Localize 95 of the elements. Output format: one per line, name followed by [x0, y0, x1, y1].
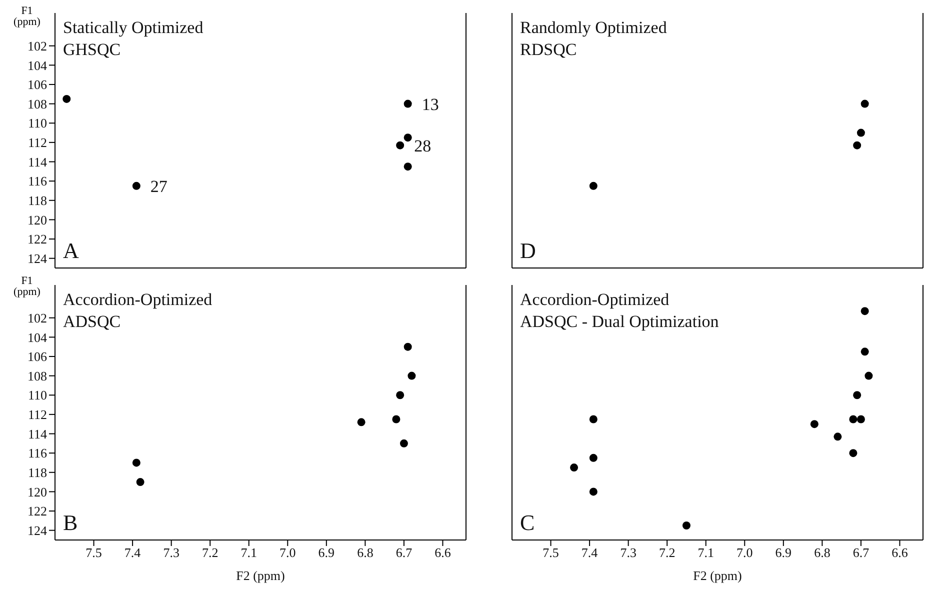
chart-title: Randomly Optimized — [520, 17, 667, 39]
x-tick-label: 6.7 — [852, 545, 870, 560]
point — [136, 478, 144, 486]
point — [860, 100, 869, 108]
y-tick-label: 102 — [28, 38, 47, 54]
x-tick-label: 6.9 — [318, 545, 335, 560]
y-tick-label: 106 — [28, 77, 48, 92]
x-tick-label: 7.3 — [163, 545, 180, 560]
y-tick-label: 104 — [28, 58, 48, 73]
x-tick-label: 6.6 — [892, 545, 908, 560]
point — [396, 141, 404, 150]
y-axis-title: F1 (ppm) — [12, 275, 42, 298]
y-tick-label: 108 — [28, 96, 47, 112]
point — [404, 100, 412, 108]
point — [400, 439, 408, 448]
point — [396, 391, 404, 400]
point — [853, 141, 862, 150]
y-tick-label: 112 — [28, 135, 47, 150]
point — [856, 415, 865, 424]
y-tick-label: 118 — [28, 465, 47, 480]
point — [408, 372, 416, 380]
point — [682, 522, 690, 530]
x-tick-label: 7.1 — [698, 545, 714, 560]
point — [357, 418, 366, 426]
annotation: 27 — [150, 176, 168, 196]
y-tick-label: 116 — [28, 446, 48, 461]
x-tick-label: 7.4 — [581, 545, 598, 560]
x-tick-label: 6.9 — [775, 545, 792, 560]
point — [864, 372, 873, 380]
annotation: D — [520, 238, 536, 264]
x-tick-label: 7.0 — [736, 545, 753, 560]
point — [853, 391, 862, 400]
y-tick-label: 106 — [28, 349, 48, 364]
x-tick-label: 6.8 — [814, 545, 830, 560]
text: GHSQC — [63, 39, 122, 61]
x-tick-label: 7.5 — [542, 545, 559, 560]
x-axis-title: F2 (ppm) — [692, 568, 743, 584]
point — [404, 342, 412, 351]
y-tick-label: 122 — [28, 232, 47, 247]
y-tick-label: 122 — [28, 504, 47, 519]
annotation: 13 — [422, 94, 439, 114]
y-tick-label: 120 — [28, 484, 47, 500]
x-tick-label: 6.6 — [434, 545, 452, 560]
y-tick-label: 108 — [28, 368, 47, 384]
point — [860, 348, 869, 356]
annotation: B — [63, 510, 78, 536]
point — [589, 182, 598, 190]
y-tick-label: 110 — [28, 388, 47, 403]
y-tick-label: 116 — [28, 174, 48, 189]
point — [62, 94, 71, 103]
x-tick-label: 7.2 — [202, 545, 218, 560]
x-tick-label: 6.8 — [357, 545, 374, 560]
y-tick-label: 102 — [28, 310, 47, 326]
point — [589, 454, 598, 462]
y-tick-label: 124 — [28, 250, 48, 266]
point — [849, 415, 858, 424]
x-tick-label: 7.0 — [280, 545, 296, 560]
x-tick-label: 7.1 — [240, 545, 257, 560]
y-tick-label: 104 — [28, 330, 48, 345]
point — [856, 128, 865, 137]
y-tick-label: 112 — [28, 407, 47, 422]
point — [849, 449, 858, 458]
point — [132, 182, 140, 190]
point — [589, 415, 598, 424]
point — [570, 464, 578, 472]
x-tick-label: 7.3 — [620, 545, 636, 560]
x-axis-title: F2 (ppm) — [235, 568, 286, 584]
point — [132, 458, 140, 467]
y-tick-label: 124 — [28, 522, 48, 538]
point — [834, 432, 842, 441]
point — [404, 134, 412, 142]
y-tick-label: 120 — [28, 212, 47, 228]
x-tick-label: 6.7 — [396, 545, 413, 560]
y-tick-label: 110 — [28, 116, 47, 131]
text: ADSQC - Dual Optimization — [520, 311, 719, 333]
y-axis-title: F1 (ppm) — [12, 5, 42, 28]
y-tick-label: 114 — [28, 426, 48, 442]
point — [392, 415, 400, 424]
point — [810, 420, 818, 428]
text: RDSQC — [520, 39, 578, 61]
chart-title: Accordion-Optimized — [520, 289, 670, 311]
annotation: A — [63, 238, 79, 264]
y-tick-label: 114 — [28, 154, 48, 170]
x-tick-label: 7.2 — [658, 545, 676, 560]
chart-title: Accordion-Optimized — [63, 289, 212, 311]
x-tick-label: 7.4 — [124, 545, 142, 560]
point — [404, 162, 412, 171]
point — [860, 307, 869, 316]
point — [589, 488, 598, 496]
annotation: C — [520, 510, 535, 536]
chart-title: Statically Optimized — [63, 17, 204, 39]
y-tick-label: 118 — [28, 193, 47, 208]
text: ADSQC — [63, 311, 122, 333]
annotation: 28 — [414, 136, 432, 156]
x-tick-label: 7.5 — [86, 545, 102, 560]
